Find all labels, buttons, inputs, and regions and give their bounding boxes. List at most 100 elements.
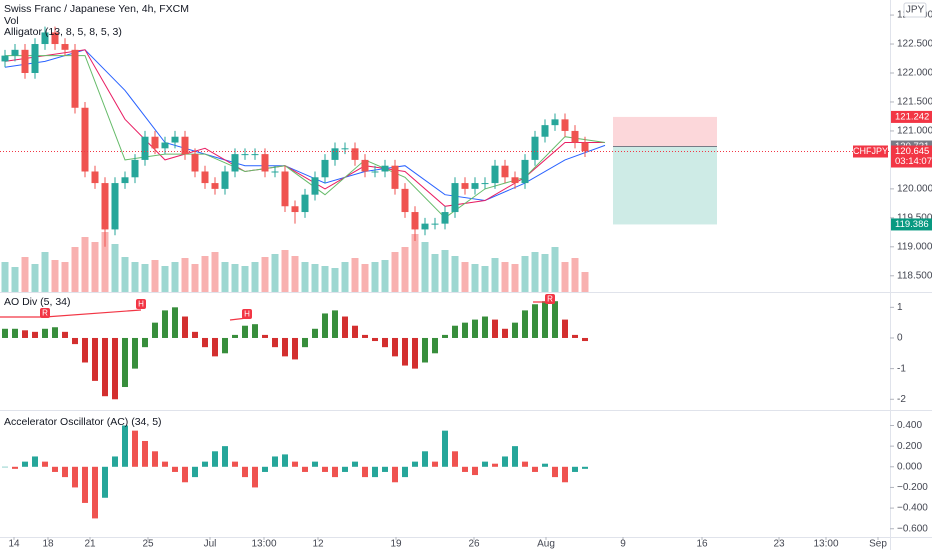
histogram-bar <box>242 466 248 478</box>
price-label: 119.386 <box>895 219 929 230</box>
chart-title: Swiss Franc / Japanese Yen, 4h, FXCM <box>4 3 189 15</box>
volume-bar <box>381 260 389 292</box>
volume-bar <box>191 264 199 292</box>
histogram-bar <box>492 319 498 338</box>
histogram-bar <box>212 337 218 357</box>
volume-bar <box>251 262 259 292</box>
y-tick-label: 0.200 <box>897 441 922 452</box>
histogram-bar <box>2 328 8 338</box>
indicator-label: Accelerator Oscillator (AC) (34, 5) <box>4 416 162 428</box>
candle-body <box>571 130 579 143</box>
candle-body <box>421 223 429 230</box>
volume-bar <box>61 262 69 292</box>
x-tick-label: 18 <box>42 539 54 550</box>
histogram-bar <box>262 466 268 472</box>
histogram-bar <box>92 466 98 519</box>
histogram-bar <box>342 316 348 338</box>
divergence-marker: R <box>40 308 50 318</box>
candle-body <box>11 49 19 56</box>
volume-label: Vol <box>4 15 19 27</box>
candle-body <box>341 148 349 150</box>
histogram-bar <box>532 304 538 338</box>
x-tick-label: Jul <box>204 539 217 550</box>
volume-bar <box>181 258 189 292</box>
volume-bar <box>51 260 59 292</box>
candle-body <box>351 148 359 160</box>
currency-badge[interactable] <box>903 2 927 18</box>
histogram-bar <box>192 331 198 338</box>
y-tick-label: −0.600 <box>897 523 928 534</box>
histogram-bar <box>232 334 238 338</box>
histogram-bar <box>12 328 18 338</box>
y-tick-label: -1 <box>897 363 906 374</box>
marker-label: H <box>138 300 144 309</box>
histogram-bar <box>372 337 378 342</box>
volume-bar <box>121 257 129 292</box>
histogram-bar <box>22 330 28 338</box>
volume-bar <box>21 257 29 292</box>
histogram-bar <box>472 319 478 338</box>
histogram-bar <box>302 337 308 348</box>
candle-body <box>521 159 529 184</box>
histogram-bar <box>292 337 298 360</box>
candle-body <box>191 154 199 172</box>
price-label: 121.242 <box>895 111 929 122</box>
candle-body <box>271 171 279 173</box>
histogram-bar <box>122 425 128 467</box>
histogram-bar <box>252 324 258 338</box>
currency-label[interactable]: JPY <box>906 5 925 16</box>
volume-bar <box>371 262 379 292</box>
histogram-bar <box>552 301 558 338</box>
volume-bar <box>261 257 269 292</box>
x-tick-label: 26 <box>468 539 480 550</box>
histogram-bar <box>442 430 448 467</box>
volume-bar <box>441 250 449 292</box>
volume-bar <box>201 256 209 292</box>
histogram-bar <box>152 451 158 467</box>
candle-body <box>261 154 269 172</box>
volume-bar <box>221 262 229 292</box>
x-tick-label: 19 <box>390 539 402 550</box>
volume-bar <box>561 262 569 292</box>
candle-body <box>51 32 59 45</box>
volume-bar <box>461 262 469 292</box>
candle-body <box>281 171 289 207</box>
y-tick-label: 122.000 <box>897 68 932 79</box>
volume-bar <box>491 258 499 292</box>
histogram-bar <box>152 322 158 338</box>
countdown-label: 03:14:07 <box>895 156 932 167</box>
candle-body <box>481 183 489 185</box>
candle-body <box>101 183 109 230</box>
histogram-bar <box>392 466 398 483</box>
candle-body <box>71 49 79 108</box>
x-tick-label: 21 <box>84 539 96 550</box>
candle-body <box>231 154 239 172</box>
volume-bar <box>301 262 309 292</box>
volume-bar <box>161 266 169 292</box>
symbol-label: CHFJPY <box>853 146 888 156</box>
volume-bar <box>571 258 579 292</box>
volume-bar <box>401 247 409 292</box>
histogram-bar <box>52 466 58 472</box>
histogram-bar <box>332 310 338 338</box>
histogram-bar <box>62 466 68 478</box>
y-tick-label: 119.500 <box>897 212 932 223</box>
candle-body <box>21 49 29 73</box>
candle-body <box>581 142 589 152</box>
stop-zone <box>613 116 717 147</box>
histogram-bar <box>362 334 368 338</box>
histogram-bar <box>62 331 68 338</box>
histogram-bar <box>212 451 218 467</box>
histogram-bar <box>2 466 8 468</box>
candle-body <box>181 136 189 155</box>
volume-bar <box>391 252 399 292</box>
histogram-bar <box>452 325 458 338</box>
histogram-bar <box>142 440 148 467</box>
divergence-marker: R <box>545 294 555 304</box>
alligator-line <box>4 49 606 202</box>
y-tick-label: 118.500 <box>897 270 932 281</box>
y-tick-label: 119.000 <box>897 241 932 252</box>
histogram-bar <box>182 316 188 338</box>
x-tick-label: Aug <box>537 539 555 550</box>
histogram-bar <box>12 466 18 469</box>
